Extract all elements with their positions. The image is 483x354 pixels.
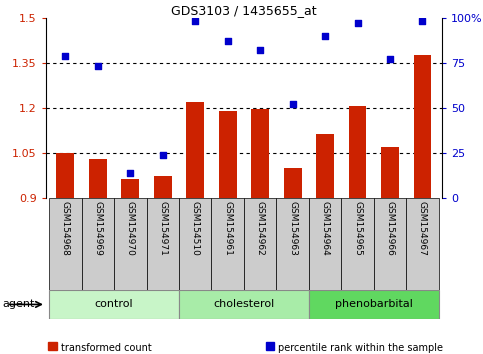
Point bbox=[386, 56, 394, 62]
Point bbox=[191, 18, 199, 24]
Bar bbox=[154, 176, 171, 198]
Text: GSM154965: GSM154965 bbox=[353, 201, 362, 256]
Point bbox=[159, 152, 167, 158]
Point bbox=[94, 64, 102, 69]
Point bbox=[354, 20, 361, 26]
Bar bbox=[179, 290, 309, 319]
Bar bbox=[251, 109, 269, 198]
Bar bbox=[244, 198, 276, 290]
Text: GSM154969: GSM154969 bbox=[93, 201, 102, 256]
Title: GDS3103 / 1435655_at: GDS3103 / 1435655_at bbox=[171, 4, 317, 17]
Bar bbox=[114, 198, 146, 290]
Text: GSM154961: GSM154961 bbox=[223, 201, 232, 256]
Point bbox=[289, 102, 297, 107]
Text: agent: agent bbox=[2, 299, 35, 309]
Text: GSM154970: GSM154970 bbox=[126, 201, 135, 256]
Bar bbox=[82, 198, 114, 290]
Bar bbox=[89, 159, 107, 198]
Bar bbox=[316, 133, 334, 198]
Bar bbox=[374, 198, 406, 290]
Text: GSM154962: GSM154962 bbox=[256, 201, 265, 256]
Bar bbox=[381, 147, 399, 198]
Text: transformed count: transformed count bbox=[61, 343, 152, 353]
Bar bbox=[121, 179, 139, 198]
Point bbox=[419, 18, 426, 24]
Bar bbox=[179, 198, 212, 290]
Text: GSM154966: GSM154966 bbox=[385, 201, 395, 256]
Text: control: control bbox=[95, 299, 133, 309]
Text: cholesterol: cholesterol bbox=[213, 299, 274, 309]
Bar bbox=[276, 198, 309, 290]
Point bbox=[127, 170, 134, 176]
Bar bbox=[341, 198, 374, 290]
Bar bbox=[349, 107, 367, 198]
Text: percentile rank within the sample: percentile rank within the sample bbox=[278, 343, 443, 353]
Text: GSM154971: GSM154971 bbox=[158, 201, 167, 256]
Bar bbox=[284, 168, 301, 198]
Point bbox=[224, 38, 231, 44]
Bar bbox=[413, 55, 431, 198]
Text: phenobarbital: phenobarbital bbox=[335, 299, 412, 309]
Point bbox=[321, 33, 329, 39]
Text: GSM154967: GSM154967 bbox=[418, 201, 427, 256]
Bar bbox=[309, 290, 439, 319]
Bar bbox=[49, 290, 179, 319]
Bar bbox=[57, 153, 74, 198]
Text: GSM154510: GSM154510 bbox=[191, 201, 199, 256]
Text: GSM154968: GSM154968 bbox=[61, 201, 70, 256]
Bar bbox=[186, 102, 204, 198]
Bar bbox=[212, 198, 244, 290]
Point bbox=[61, 53, 69, 58]
Bar bbox=[219, 111, 237, 198]
Bar bbox=[309, 198, 341, 290]
Text: GSM154964: GSM154964 bbox=[321, 201, 329, 256]
Point bbox=[256, 47, 264, 53]
Bar bbox=[146, 198, 179, 290]
Bar bbox=[49, 198, 82, 290]
Text: GSM154963: GSM154963 bbox=[288, 201, 297, 256]
Bar bbox=[406, 198, 439, 290]
